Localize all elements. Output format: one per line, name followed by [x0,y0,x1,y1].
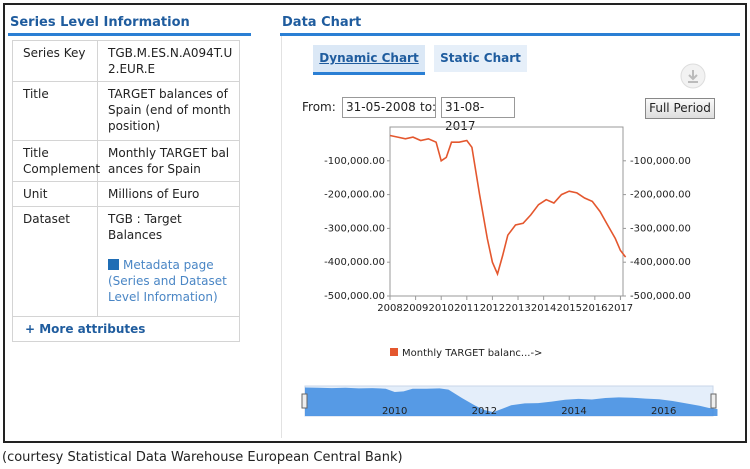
download-button[interactable] [680,63,706,89]
x-tick-label: 2012 [480,303,505,314]
x-tick-label: 2011 [454,303,479,314]
row-value: Millions of Euro [97,181,240,207]
header-bar [280,33,740,36]
x-tick-label: 2010 [428,303,453,314]
y-tick-label: -400,000.00 [324,257,385,268]
full-period-button[interactable]: Full Period [645,98,715,119]
tab[interactable]: Static Chart [434,45,527,72]
y2-tick-label: -200,000.00 [630,190,691,201]
y-tick-label: -500,000.00 [324,291,385,302]
info-table: Series Key TGB.M.ES.N.A094T.U2.EUR.E Titl… [12,40,240,342]
y2-tick-label: -100,000.00 [630,156,691,167]
chart: -100,000.00 -200,000.00 -300,000.00 -400,00… [301,126,718,417]
navigator-area [305,387,718,416]
y2-tick-label: -300,000.00 [630,223,691,234]
link-icon [108,259,119,270]
row-label: Dataset [12,206,98,317]
tab[interactable]: Dynamic Chart [313,45,425,75]
row-value: TARGET balances of Spain (end of month p… [97,81,240,141]
dataset-value: TGB : Target Balances [108,212,182,242]
navigator-tick-label: 2010 [382,406,407,417]
x-tick-label: 2009 [403,303,428,314]
from-label: From: [302,100,336,114]
caption: (courtesy Statistical Data Warehouse Eur… [2,450,403,465]
row-label: Series Key [12,40,98,82]
legend-label: Monthly TARGET balanc...-> [402,348,542,359]
x-tick-label: 2008 [377,303,402,314]
y-tick-label: -300,000.00 [324,223,385,234]
navigator-handle [710,393,717,409]
row-label: Unit [12,181,98,207]
metadata-link[interactable]: Metadata page (Series and Dataset Level … [108,257,233,305]
more-attributes[interactable]: + More attributes [12,316,240,342]
from-input[interactable]: 31-05-2008 [342,97,436,118]
to-label: to: [420,100,437,114]
navigator-tick-label: 2016 [651,406,676,417]
navigator-handle [301,393,308,409]
y-tick-label: -200,000.00 [324,190,385,201]
row-value: TGB.M.ES.N.A094T.U2.EUR.E [97,40,240,82]
row-value: TGB : Target Balances Metadata page (Ser… [97,206,240,317]
navigator-tick-label: 2014 [561,406,586,417]
y2-tick-label: -500,000.00 [630,291,691,302]
x-tick-label: 2014 [531,303,556,314]
row-label: Title [12,81,98,141]
x-tick-label: 2017 [608,303,633,314]
row-label: Title Complement [12,140,100,182]
to-input[interactable]: 31-08-2017 [441,97,515,133]
y-tick-label: -100,000.00 [324,156,385,167]
panel-title: Series Level Information [10,15,190,30]
x-tick-label: 2013 [505,303,530,314]
x-tick-label: 2015 [557,303,582,314]
navigator-tick-label: 2012 [472,406,497,417]
link-text[interactable]: Metadata page (Series and Dataset Level … [108,258,227,304]
x-tick-label: 2016 [582,303,607,314]
panel-title: Data Chart [282,15,362,30]
y2-tick-label: -400,000.00 [630,257,691,268]
row-value: Monthly TARGET balances for Spain [97,140,240,182]
header-bar [8,33,251,36]
frame [3,3,747,443]
plot-frame [389,126,624,297]
chart-panel [281,36,740,438]
series-line [389,134,627,277]
legend-swatch [390,348,398,356]
